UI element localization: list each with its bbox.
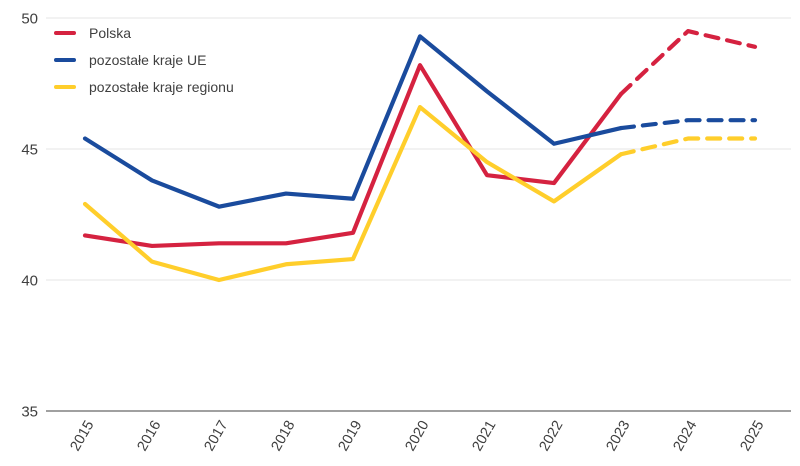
legend-label-polska: Polska bbox=[89, 25, 132, 41]
x-tick-label: 2024 bbox=[670, 418, 700, 454]
chart-legend: Polska pozostałe kraje UE pozostałe kraj… bbox=[54, 24, 234, 96]
x-tick-label: 2023 bbox=[603, 418, 633, 454]
series-line-ue-solid bbox=[82, 34, 624, 209]
legend-swatch-ue bbox=[54, 57, 76, 63]
x-tick-label: 2016 bbox=[134, 418, 164, 454]
legend-swatch-region bbox=[54, 84, 76, 90]
x-tick-label: 2021 bbox=[469, 418, 499, 454]
legend-swatch-polska bbox=[54, 30, 76, 36]
legend-label-ue: pozostałe kraje UE bbox=[89, 52, 207, 68]
y-tick-label: 40 bbox=[21, 273, 38, 290]
legend-item-ue: pozostałe kraje UE bbox=[54, 51, 234, 69]
legend-label-region: pozostałe kraje regionu bbox=[89, 79, 234, 95]
x-tick-label: 2020 bbox=[402, 418, 432, 454]
series-line-polska-dashed bbox=[618, 29, 758, 97]
x-tick-label: 2018 bbox=[268, 418, 298, 454]
x-tick-label: 2017 bbox=[201, 418, 231, 454]
legend-item-region: pozostałe kraje regionu bbox=[54, 78, 234, 96]
x-tick-label: 2025 bbox=[737, 418, 767, 454]
legend-item-polska: Polska bbox=[54, 24, 234, 42]
x-tick-label: 2015 bbox=[67, 418, 97, 454]
series-line-polska-solid bbox=[82, 63, 624, 249]
y-tick-label: 50 bbox=[21, 11, 38, 28]
x-tick-label: 2019 bbox=[335, 418, 365, 454]
series-line-region-dashed bbox=[618, 136, 758, 157]
y-tick-label: 35 bbox=[21, 404, 38, 421]
series-line-ue-dashed bbox=[618, 118, 758, 131]
y-tick-label: 45 bbox=[21, 142, 38, 159]
series-line-region-solid bbox=[82, 104, 624, 283]
x-tick-label: 2022 bbox=[536, 418, 566, 454]
